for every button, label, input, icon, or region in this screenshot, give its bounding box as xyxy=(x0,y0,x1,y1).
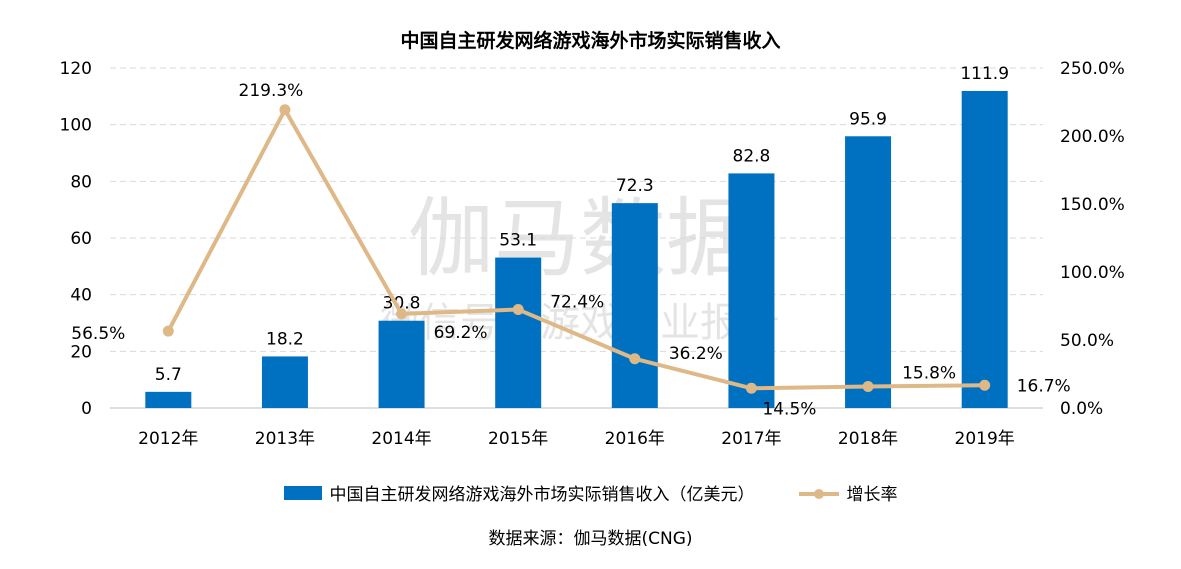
y-left-tick: 100 xyxy=(60,116,92,136)
legend-item-revenue[interactable]: 中国自主研发网络游戏海外市场实际销售收入（亿美元） xyxy=(283,480,755,505)
growth-point-2012年 xyxy=(162,325,174,337)
bar-value-label: 111.9 xyxy=(960,64,1009,84)
legend-label-growth: 增长率 xyxy=(846,485,898,505)
x-tick-label: 2018年 xyxy=(838,429,898,449)
x-tick-label: 2019年 xyxy=(955,429,1015,449)
y-right-tick: 200.0% xyxy=(1060,127,1125,147)
growth-point-2018年 xyxy=(862,381,874,393)
bar-value-label: 72.3 xyxy=(616,176,654,196)
growth-point-2014年 xyxy=(396,308,408,320)
y-left-tick: 20 xyxy=(70,342,92,362)
bar-value-label: 53.1 xyxy=(499,231,537,251)
growth-point-2019年 xyxy=(979,379,991,391)
bar-2019年 xyxy=(961,90,1008,408)
growth-point-2017年 xyxy=(745,382,757,394)
watermark-sub: 微信号：游戏产业报告 xyxy=(380,300,780,346)
y-right-tick: 50.0% xyxy=(1060,331,1114,351)
y-left-tick: 60 xyxy=(70,229,92,249)
y-right-tick: 0.0% xyxy=(1060,399,1103,419)
bar-2017年 xyxy=(728,173,775,408)
bar-value-label: 95.9 xyxy=(849,109,887,129)
bar-value-label: 5.7 xyxy=(155,365,182,385)
x-tick-label: 2017年 xyxy=(721,429,781,449)
bar-2014年 xyxy=(378,320,425,408)
y-right-tick: 100.0% xyxy=(1060,263,1125,283)
x-tick-label: 2016年 xyxy=(605,429,665,449)
growth-value-label: 72.4% xyxy=(550,293,604,313)
growth-value-label: 56.5% xyxy=(71,324,125,344)
x-tick-label: 2015年 xyxy=(488,429,548,449)
growth-value-label: 219.3% xyxy=(239,81,304,101)
legend-item-growth[interactable]: 增长率 xyxy=(798,480,898,505)
growth-line xyxy=(166,107,985,391)
y-left-tick: 40 xyxy=(70,286,92,306)
growth-point-2013年 xyxy=(279,104,291,116)
bar-2013年 xyxy=(261,356,308,408)
growth-value-label: 16.7% xyxy=(1017,376,1071,396)
y-right-tick: 150.0% xyxy=(1060,195,1125,215)
source-note: 数据来源：伽马数据(CNG) xyxy=(488,529,693,549)
x-tick-label: 2012年 xyxy=(138,429,198,449)
growth-point-2016年 xyxy=(629,353,641,365)
bar-value-label: 18.2 xyxy=(266,329,304,349)
legend-label-revenue: 中国自主研发网络游戏海外市场实际销售收入（亿美元） xyxy=(329,485,755,505)
legend-swatch-bar xyxy=(283,485,322,500)
y-left-tick: 120 xyxy=(60,59,92,79)
x-tick-label: 2014年 xyxy=(371,429,431,449)
y-right-tick: 250.0% xyxy=(1060,59,1125,79)
x-tick-label: 2013年 xyxy=(255,429,315,449)
growth-value-label: 69.2% xyxy=(434,323,488,343)
legend: 中国自主研发网络游戏海外市场实际销售收入（亿美元） 增长率 xyxy=(0,480,1181,505)
y-left-tick: 80 xyxy=(70,172,92,192)
bar-value-label: 82.8 xyxy=(733,146,771,166)
bar-2016年 xyxy=(611,203,658,408)
growth-point-2015年 xyxy=(512,304,524,316)
bar-2015年 xyxy=(495,257,542,408)
chart-title: 中国自主研发网络游戏海外市场实际销售收入 xyxy=(400,30,781,52)
y-left-tick: 0 xyxy=(81,399,92,419)
growth-value-label: 15.8% xyxy=(902,364,956,384)
legend-swatch-line xyxy=(798,486,839,500)
bar-2018年 xyxy=(845,136,892,409)
watermark-main: 伽马数据 xyxy=(408,189,752,289)
growth-value-label: 14.5% xyxy=(762,399,816,419)
growth-value-label: 36.2% xyxy=(669,344,723,364)
bar-2012年 xyxy=(145,391,192,408)
